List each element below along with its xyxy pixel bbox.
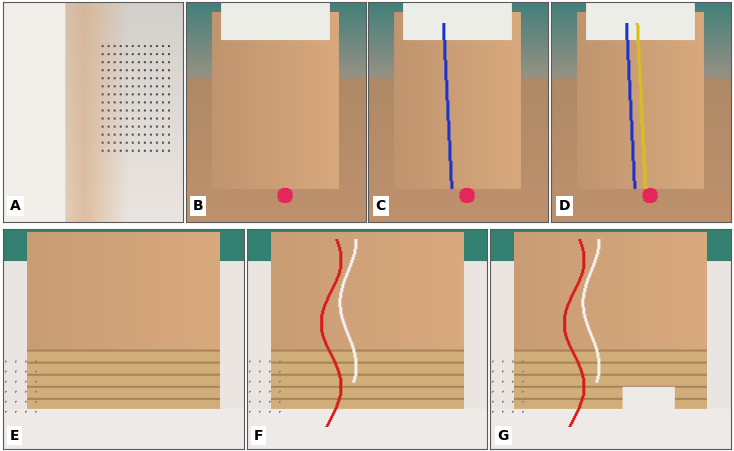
Text: G: G [498,428,509,442]
Text: A: A [10,199,21,213]
Text: E: E [10,428,20,442]
Text: F: F [254,428,264,442]
Text: C: C [376,199,386,213]
Text: D: D [559,199,570,213]
Text: B: B [193,199,203,213]
